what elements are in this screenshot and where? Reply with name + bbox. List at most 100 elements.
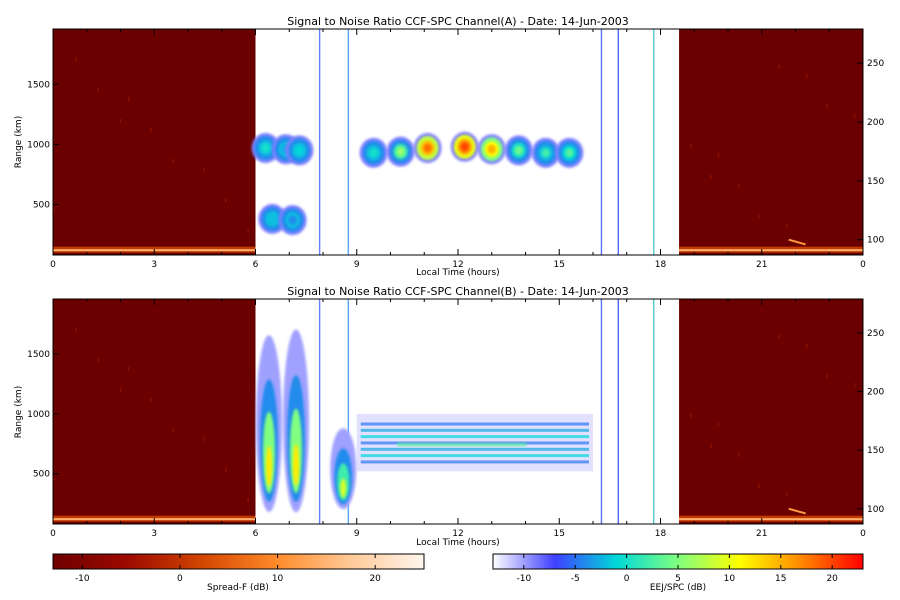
spreadf-speckle — [853, 383, 856, 388]
spreadf-speckle — [225, 467, 227, 472]
snr-blob-core — [369, 148, 378, 158]
panel-a-ylabel: Range (km) — [14, 116, 24, 168]
echo-band-stripe — [360, 447, 589, 451]
echo-band-core — [396, 442, 527, 447]
x-tick-label: 3 — [151, 529, 157, 539]
colorbar-tick-label: 15 — [775, 574, 786, 584]
colorbar-tick-label: 10 — [272, 574, 284, 584]
snr-blob-core — [565, 148, 574, 158]
y-tick-label: 1000 — [27, 410, 50, 420]
colorbar-tick-label: 10 — [724, 574, 736, 584]
spreadf-block — [53, 29, 256, 255]
colorbar-tick-label: 20 — [826, 574, 838, 584]
spreadf-speckle — [717, 422, 720, 427]
spreadf-speckle — [97, 357, 100, 362]
spreadf-speckle — [826, 374, 828, 379]
spreadf-block — [679, 299, 863, 524]
spreadf-speckle — [247, 229, 249, 234]
x-tick-label: 6 — [253, 529, 259, 539]
panel-a-xlabel: Local Time (hours) — [416, 268, 499, 278]
echo-band-stripe — [360, 422, 589, 426]
y-tick-label: 1500 — [27, 80, 50, 90]
snr-blob-core — [460, 142, 469, 152]
y-tick-label: 1000 — [27, 140, 50, 150]
colorbar-tick-label: -5 — [571, 574, 580, 584]
spreadf-speckle — [202, 167, 205, 172]
y2-tick-label: 150 — [867, 177, 884, 187]
x-tick-label: 21 — [756, 529, 767, 539]
colorbar-tick-label: -10 — [516, 574, 531, 584]
spreadf-speckle — [127, 366, 130, 371]
spreadf-speckle — [737, 183, 740, 188]
panel-b-title: Signal to Noise Ratio CCF-SPC Channel(B)… — [287, 285, 629, 298]
spreadf-speckle — [172, 428, 174, 433]
spreadf-speckle — [710, 174, 712, 179]
spreadf-speckle — [53, 207, 55, 212]
plume-peak — [340, 478, 347, 498]
x-tick-label: 18 — [655, 529, 667, 539]
x-tick-label: 0 — [860, 260, 866, 270]
spreadf-speckle — [758, 483, 760, 488]
colorbar-tick-label: -10 — [75, 574, 90, 584]
spreadf-speckle — [778, 64, 780, 69]
spreadf-speckle — [75, 57, 77, 62]
spreadf-speckle — [690, 413, 692, 418]
snr-blob-core — [396, 147, 405, 157]
spreadf-speckle — [119, 388, 122, 393]
y-tick-label: 500 — [33, 470, 50, 480]
spreadf-speckle — [717, 153, 720, 158]
eej-colorbar: -10 -5 0 5 10 15 20 EEJ/SPC (dB) — [492, 553, 864, 593]
x-tick-label: 12 — [452, 529, 463, 539]
spreadf-speckle — [97, 88, 100, 93]
spreadf-speckle — [53, 476, 55, 481]
y2-tick-label: 200 — [867, 118, 884, 128]
spreadf-ground-echo-core — [679, 518, 863, 521]
x-tick-label: 15 — [554, 529, 565, 539]
snr-blob-core — [268, 214, 277, 224]
eej-colorbar-label: EEJ/SPC (dB) — [650, 583, 706, 593]
x-tick-label: 12 — [452, 260, 463, 270]
panel-b-axes: 0 3 6 9 12 15 18 21 0 500 1000 1500 100 150 200 250 — [27, 299, 884, 539]
spreadf-speckle — [710, 444, 712, 449]
spreadf-speckle — [737, 453, 740, 458]
y-tick-label: 1500 — [27, 350, 50, 360]
spreadf-speckle — [853, 113, 856, 118]
x-tick-label: 6 — [253, 260, 259, 270]
spreadf-speckle — [785, 492, 788, 497]
colorbar-tick-label: 5 — [675, 574, 681, 584]
echo-band-stripe — [360, 454, 589, 458]
snr-blob-core — [295, 145, 304, 155]
x-tick-label: 9 — [354, 260, 360, 270]
spreadf-colorbar: -10 0 10 20 Spread-F (dB) — [52, 553, 425, 593]
panel-b-plot-area — [53, 299, 863, 524]
spreadf-speckle — [225, 198, 227, 203]
echo-band-stripe — [360, 435, 589, 439]
y-tick-label: 500 — [33, 201, 50, 211]
spreadf-colorbar-ticks: -10 0 10 20 — [75, 554, 381, 584]
spreadf-speckle — [785, 223, 788, 228]
spreadf-speckle — [172, 158, 174, 163]
panel-a-axes: 0 3 6 9 12 15 18 21 0 500 1000 1500 100 150 200 250 — [27, 29, 884, 270]
eej-colorbar-ticks: -10 -5 0 5 10 15 20 — [516, 554, 838, 584]
y2-tick-label: 250 — [867, 329, 884, 339]
spreadf-speckle — [826, 104, 828, 109]
snr-blob-core — [541, 148, 550, 158]
x-tick-label: 0 — [860, 529, 866, 539]
y2-tick-label: 100 — [867, 505, 884, 515]
spreadf-block — [679, 29, 863, 255]
panel-b-xlabel: Local Time (hours) — [416, 538, 499, 548]
snr-blob-core — [423, 143, 432, 153]
x-tick-label: 3 — [151, 260, 157, 270]
colorbar-tick-label: 20 — [369, 574, 381, 584]
panel-b-ylabel: Range (km) — [14, 386, 24, 438]
spreadf-block — [53, 299, 256, 524]
snr-blob-core — [487, 144, 496, 154]
y2-tick-label: 150 — [867, 446, 884, 456]
spreadf-speckle — [805, 343, 808, 348]
plume-peak — [293, 443, 299, 486]
panel-a: Signal to Noise Ratio CCF-SPC Channel(A)… — [14, 15, 884, 278]
x-tick-label: 18 — [655, 260, 667, 270]
snr-blob-core — [514, 145, 523, 155]
spreadf-speckle — [778, 334, 780, 339]
